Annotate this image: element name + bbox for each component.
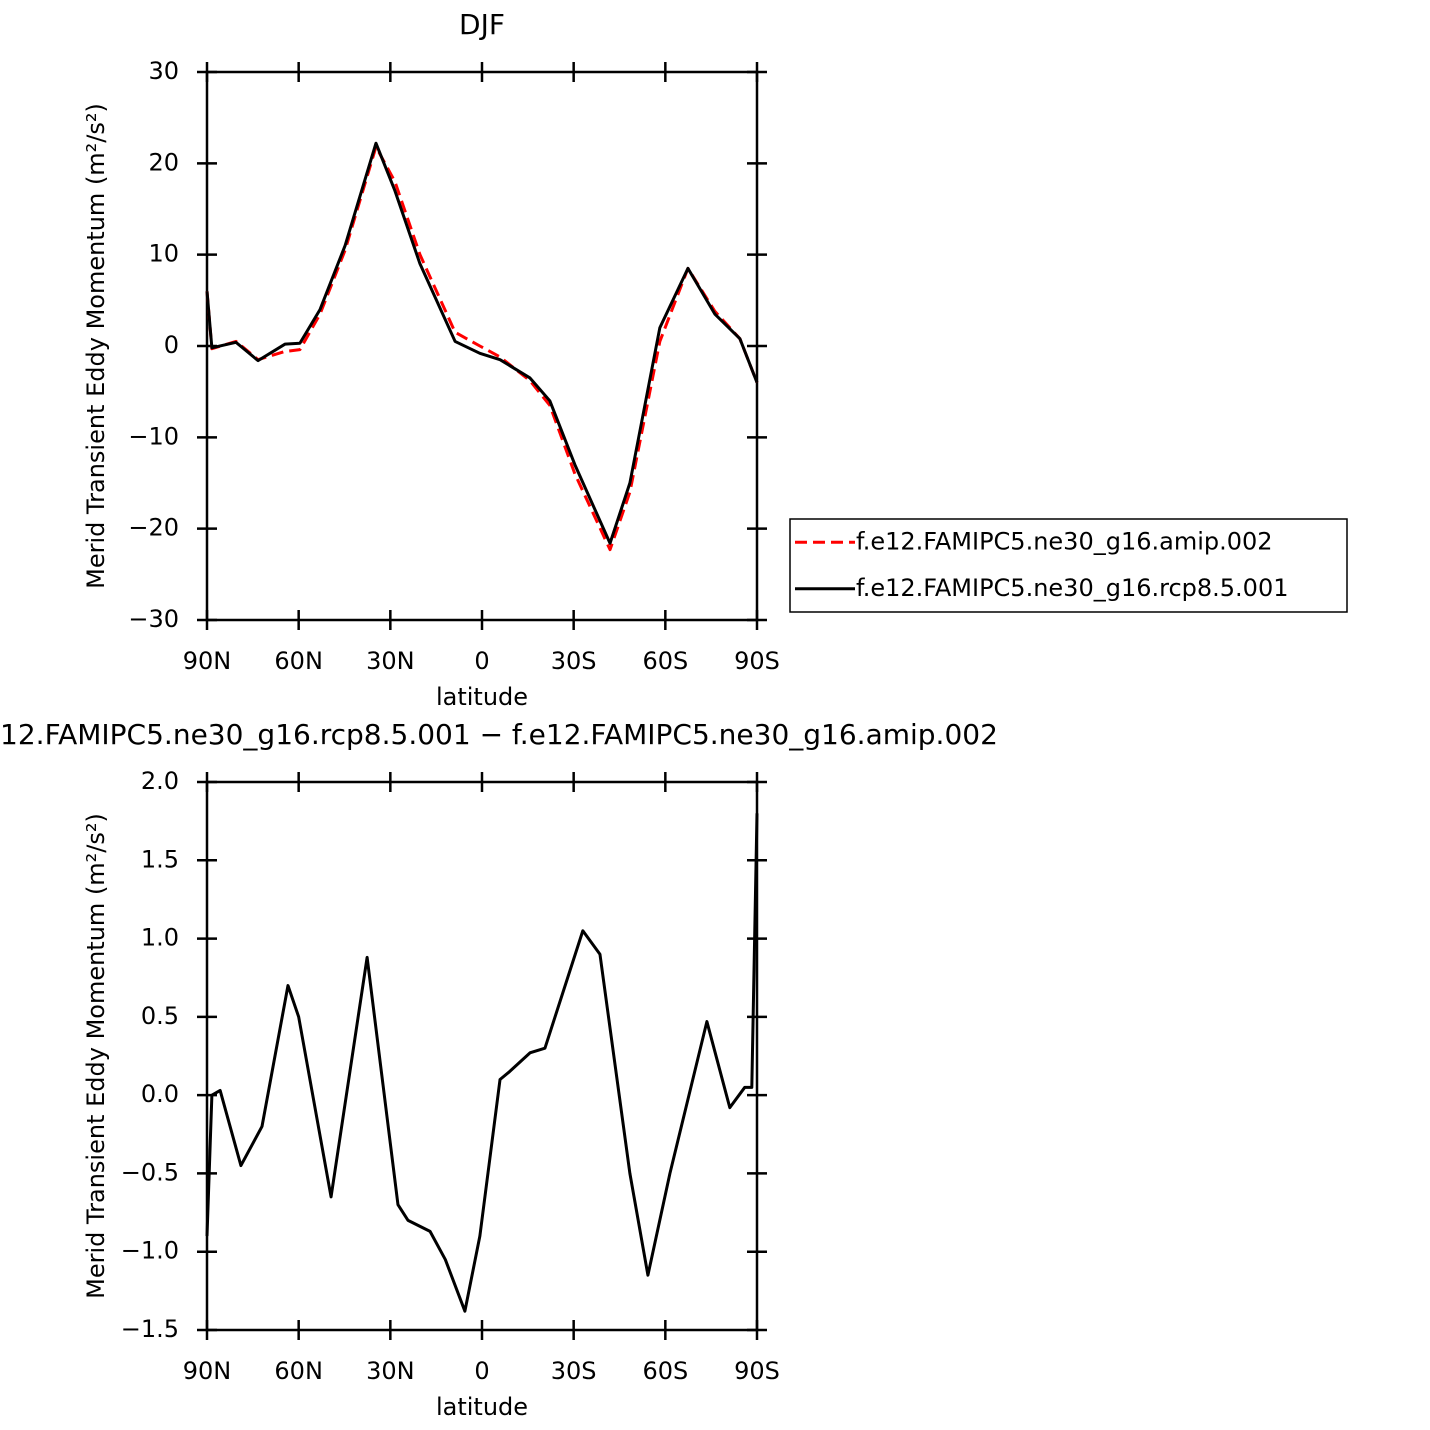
y-tick-label: −30 xyxy=(128,605,179,633)
y-tick-label: 1.0 xyxy=(141,924,179,952)
chart-title: DJF xyxy=(459,8,505,41)
y-tick-label: 2.0 xyxy=(141,767,179,795)
y-tick-label: 0.5 xyxy=(141,1002,179,1030)
y-tick-label: −10 xyxy=(128,422,179,450)
x-tick-label: 60S xyxy=(642,1357,688,1385)
y-tick-label: −1.0 xyxy=(121,1237,179,1265)
y-tick-label: 30 xyxy=(148,57,179,85)
x-tick-label: 60N xyxy=(274,1357,323,1385)
data-line xyxy=(205,145,759,552)
y-tick-label: 0 xyxy=(164,331,179,359)
x-tick-label: 90N xyxy=(183,647,232,675)
x-tick-label: 0 xyxy=(474,647,489,675)
x-axis-label: latitude xyxy=(436,1393,528,1421)
y-tick-label: 10 xyxy=(148,240,179,268)
legend-label: f.e12.FAMIPC5.ne30_g16.rcp8.5.001 xyxy=(856,574,1289,602)
y-tick-label: 20 xyxy=(148,148,179,176)
plot-frame xyxy=(205,780,759,1332)
y-tick-label: −1.5 xyxy=(121,1315,179,1343)
y-tick-label: −20 xyxy=(128,514,179,542)
chart-title: f.e12.FAMIPC5.ne30_g16.rcp8.5.001 − f.e1… xyxy=(0,718,998,751)
x-axis-label: latitude xyxy=(436,683,528,711)
x-tick-label: 90N xyxy=(183,1357,232,1385)
x-tick-label: 30S xyxy=(551,647,597,675)
y-tick-label: 1.5 xyxy=(141,845,179,873)
legend-label: f.e12.FAMIPC5.ne30_g16.amip.002 xyxy=(856,527,1273,555)
x-tick-label: 0 xyxy=(474,1357,489,1385)
x-tick-label: 90S xyxy=(734,647,780,675)
x-tick-label: 30N xyxy=(366,1357,415,1385)
x-tick-label: 60S xyxy=(642,647,688,675)
x-tick-label: 60N xyxy=(274,647,323,675)
y-tick-label: −0.5 xyxy=(121,1158,179,1186)
plot-frame xyxy=(205,70,759,622)
data-line xyxy=(205,141,759,545)
data-line xyxy=(205,813,759,1313)
x-tick-label: 30N xyxy=(366,647,415,675)
y-tick-label: 0.0 xyxy=(141,1080,179,1108)
y-axis-label: Merid Transient Eddy Momentum (m²/s²) xyxy=(82,103,110,589)
legend-box xyxy=(789,518,1348,613)
x-tick-label: 90S xyxy=(734,1357,780,1385)
x-tick-label: 30S xyxy=(551,1357,597,1385)
y-axis-label: Merid Transient Eddy Momentum (m²/s²) xyxy=(82,813,110,1299)
